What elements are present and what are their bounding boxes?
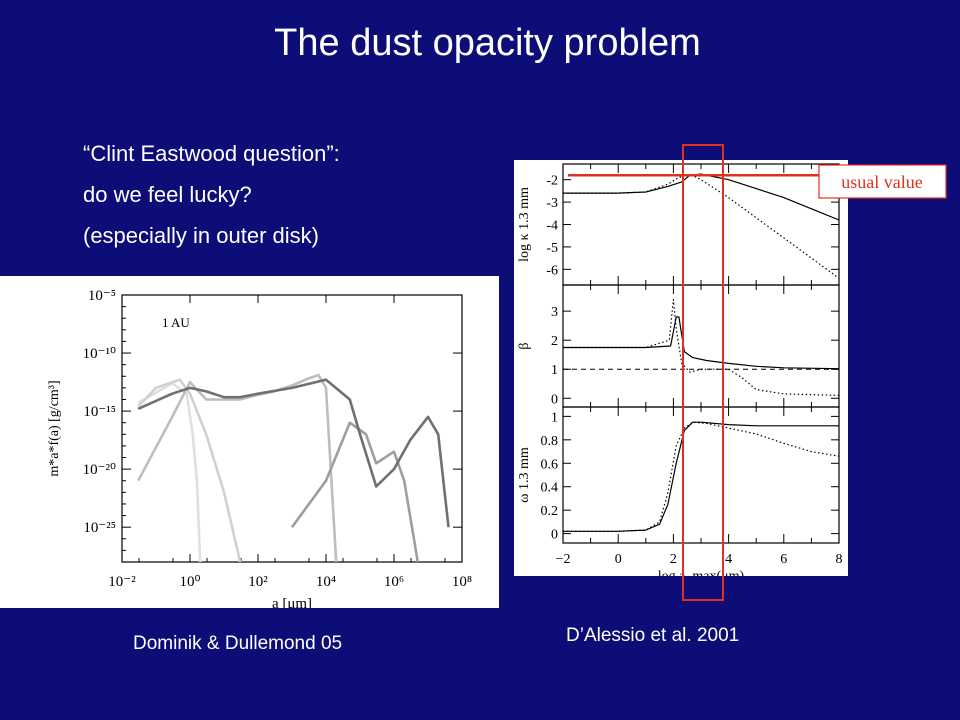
bullet-line-2: do we feel lucky? (83, 182, 252, 207)
right-y-tick-label: 1 (551, 363, 558, 378)
left-series-line-1 (137, 381, 202, 562)
left-y-tick-label: 10⁻²⁵ (83, 520, 116, 536)
right-y-tick-label: 0.2 (541, 504, 559, 519)
right-y-tick-label: -5 (546, 241, 558, 256)
right-panel-3-solid-line (563, 421, 839, 532)
usual-value-label: usual value (841, 172, 922, 192)
left-y-axis-label: m*a*f(a) [g/cm³] (47, 380, 62, 476)
right-panel-frame-3 (562, 406, 840, 544)
left-series-line-4 (290, 421, 420, 562)
left-y-tick-label: 10⁻⁵ (88, 288, 116, 304)
right-y-axis-label-2: β (517, 342, 532, 349)
left-x-tick-label: 10² (248, 574, 268, 590)
right-y-tick-label: 2 (551, 334, 558, 349)
left-chart-panel: 10⁻² 10⁰ 10² 10⁴ 10⁶ 10⁸ 10⁻⁵ 10⁻¹⁰ 10⁻¹⁵ 10⁻²⁰ 10… (0, 276, 499, 612)
left-x-tick-label: 10⁶ (384, 574, 404, 590)
right-y-tick-label: 0.6 (541, 457, 559, 472)
left-series-line-2 (137, 378, 242, 562)
right-y-axis-label-1: log κ 1.3 mm (517, 187, 532, 262)
right-y-tick-label: -3 (546, 196, 558, 211)
right-panel-2-dotted-line (563, 298, 839, 396)
right-panel-frame-1 (562, 163, 840, 286)
right-y-tick-label: 0.4 (541, 481, 559, 496)
right-y-tick-label: -2 (546, 174, 558, 189)
right-y-axis-label-3: ω 1.3 mm (517, 447, 532, 503)
right-chart: -2 -3 -4 -5 -6 log κ 1.3 mm 0 1 2 3 β 0 0.2 0.4 0.6 0.8… (517, 163, 843, 584)
right-panel-3-dotted-line (563, 421, 839, 532)
left-x-tick-label: 10⁰ (179, 574, 200, 590)
right-panel-1-solid-line (563, 173, 839, 221)
right-y-tick-label: 0 (551, 528, 558, 543)
left-chart: 10⁻² 10⁰ 10² 10⁴ 10⁶ 10⁸ 10⁻⁵ 10⁻¹⁰ 10⁻¹⁵ 10⁻²⁰ 10… (47, 288, 472, 612)
right-x-tick-label: 4 (725, 552, 732, 567)
bullet-list: “Clint Eastwood question”: do we feel lu… (83, 133, 340, 256)
left-x-tick-label: 10⁻² (108, 574, 136, 590)
right-y-tick-label: -4 (546, 219, 558, 234)
right-y-tick-label: 3 (551, 305, 558, 320)
left-y-tick-label: 10⁻²⁰ (83, 462, 116, 478)
left-y-tick-label: 10⁻¹⁵ (83, 404, 116, 420)
bullet-line-3: (especially in outer disk) (83, 223, 319, 248)
left-series-line-5 (137, 378, 450, 528)
caption-right: D’Alessio et al. 2001 (566, 625, 740, 646)
left-x-tick-label: 10⁴ (316, 574, 336, 590)
right-y-tick-label: 0 (551, 392, 558, 407)
right-x-axis-label: log a_max(μm) (658, 569, 745, 576)
left-x-axis-label: a [μm] (272, 596, 312, 608)
right-chart-panel: -2 -3 -4 -5 -6 log κ 1.3 mm 0 1 2 3 β 0 0.2 0.4 0.6 0.8… (514, 160, 848, 584)
right-x-tick-label: 0 (615, 552, 622, 567)
left-plot-frame (121, 294, 463, 563)
right-x-tick-label: −2 (556, 552, 571, 567)
bullet-line-1: “Clint Eastwood question”: (83, 141, 340, 166)
right-y-tick-label: 0.8 (541, 434, 559, 449)
right-y-tick-label: -6 (546, 263, 558, 278)
left-annotation: 1 AU (162, 315, 190, 330)
right-y-tick-label: 1 (551, 410, 558, 425)
caption-left: Dominik & Dullemond 05 (133, 633, 343, 654)
right-panel-2-solid-line (563, 316, 839, 370)
slide-title: The dust opacity problem (274, 22, 701, 64)
left-series-line-3 (137, 373, 338, 562)
right-panel-frame-2 (562, 284, 840, 408)
right-panel-1-dotted-line (563, 173, 839, 279)
left-y-tick-label: 10⁻¹⁰ (83, 346, 116, 362)
left-x-tick-label: 10⁸ (452, 574, 472, 590)
right-x-tick-label: 8 (836, 552, 843, 567)
right-x-tick-label: 6 (780, 552, 787, 567)
right-x-tick-label: 2 (670, 552, 677, 567)
